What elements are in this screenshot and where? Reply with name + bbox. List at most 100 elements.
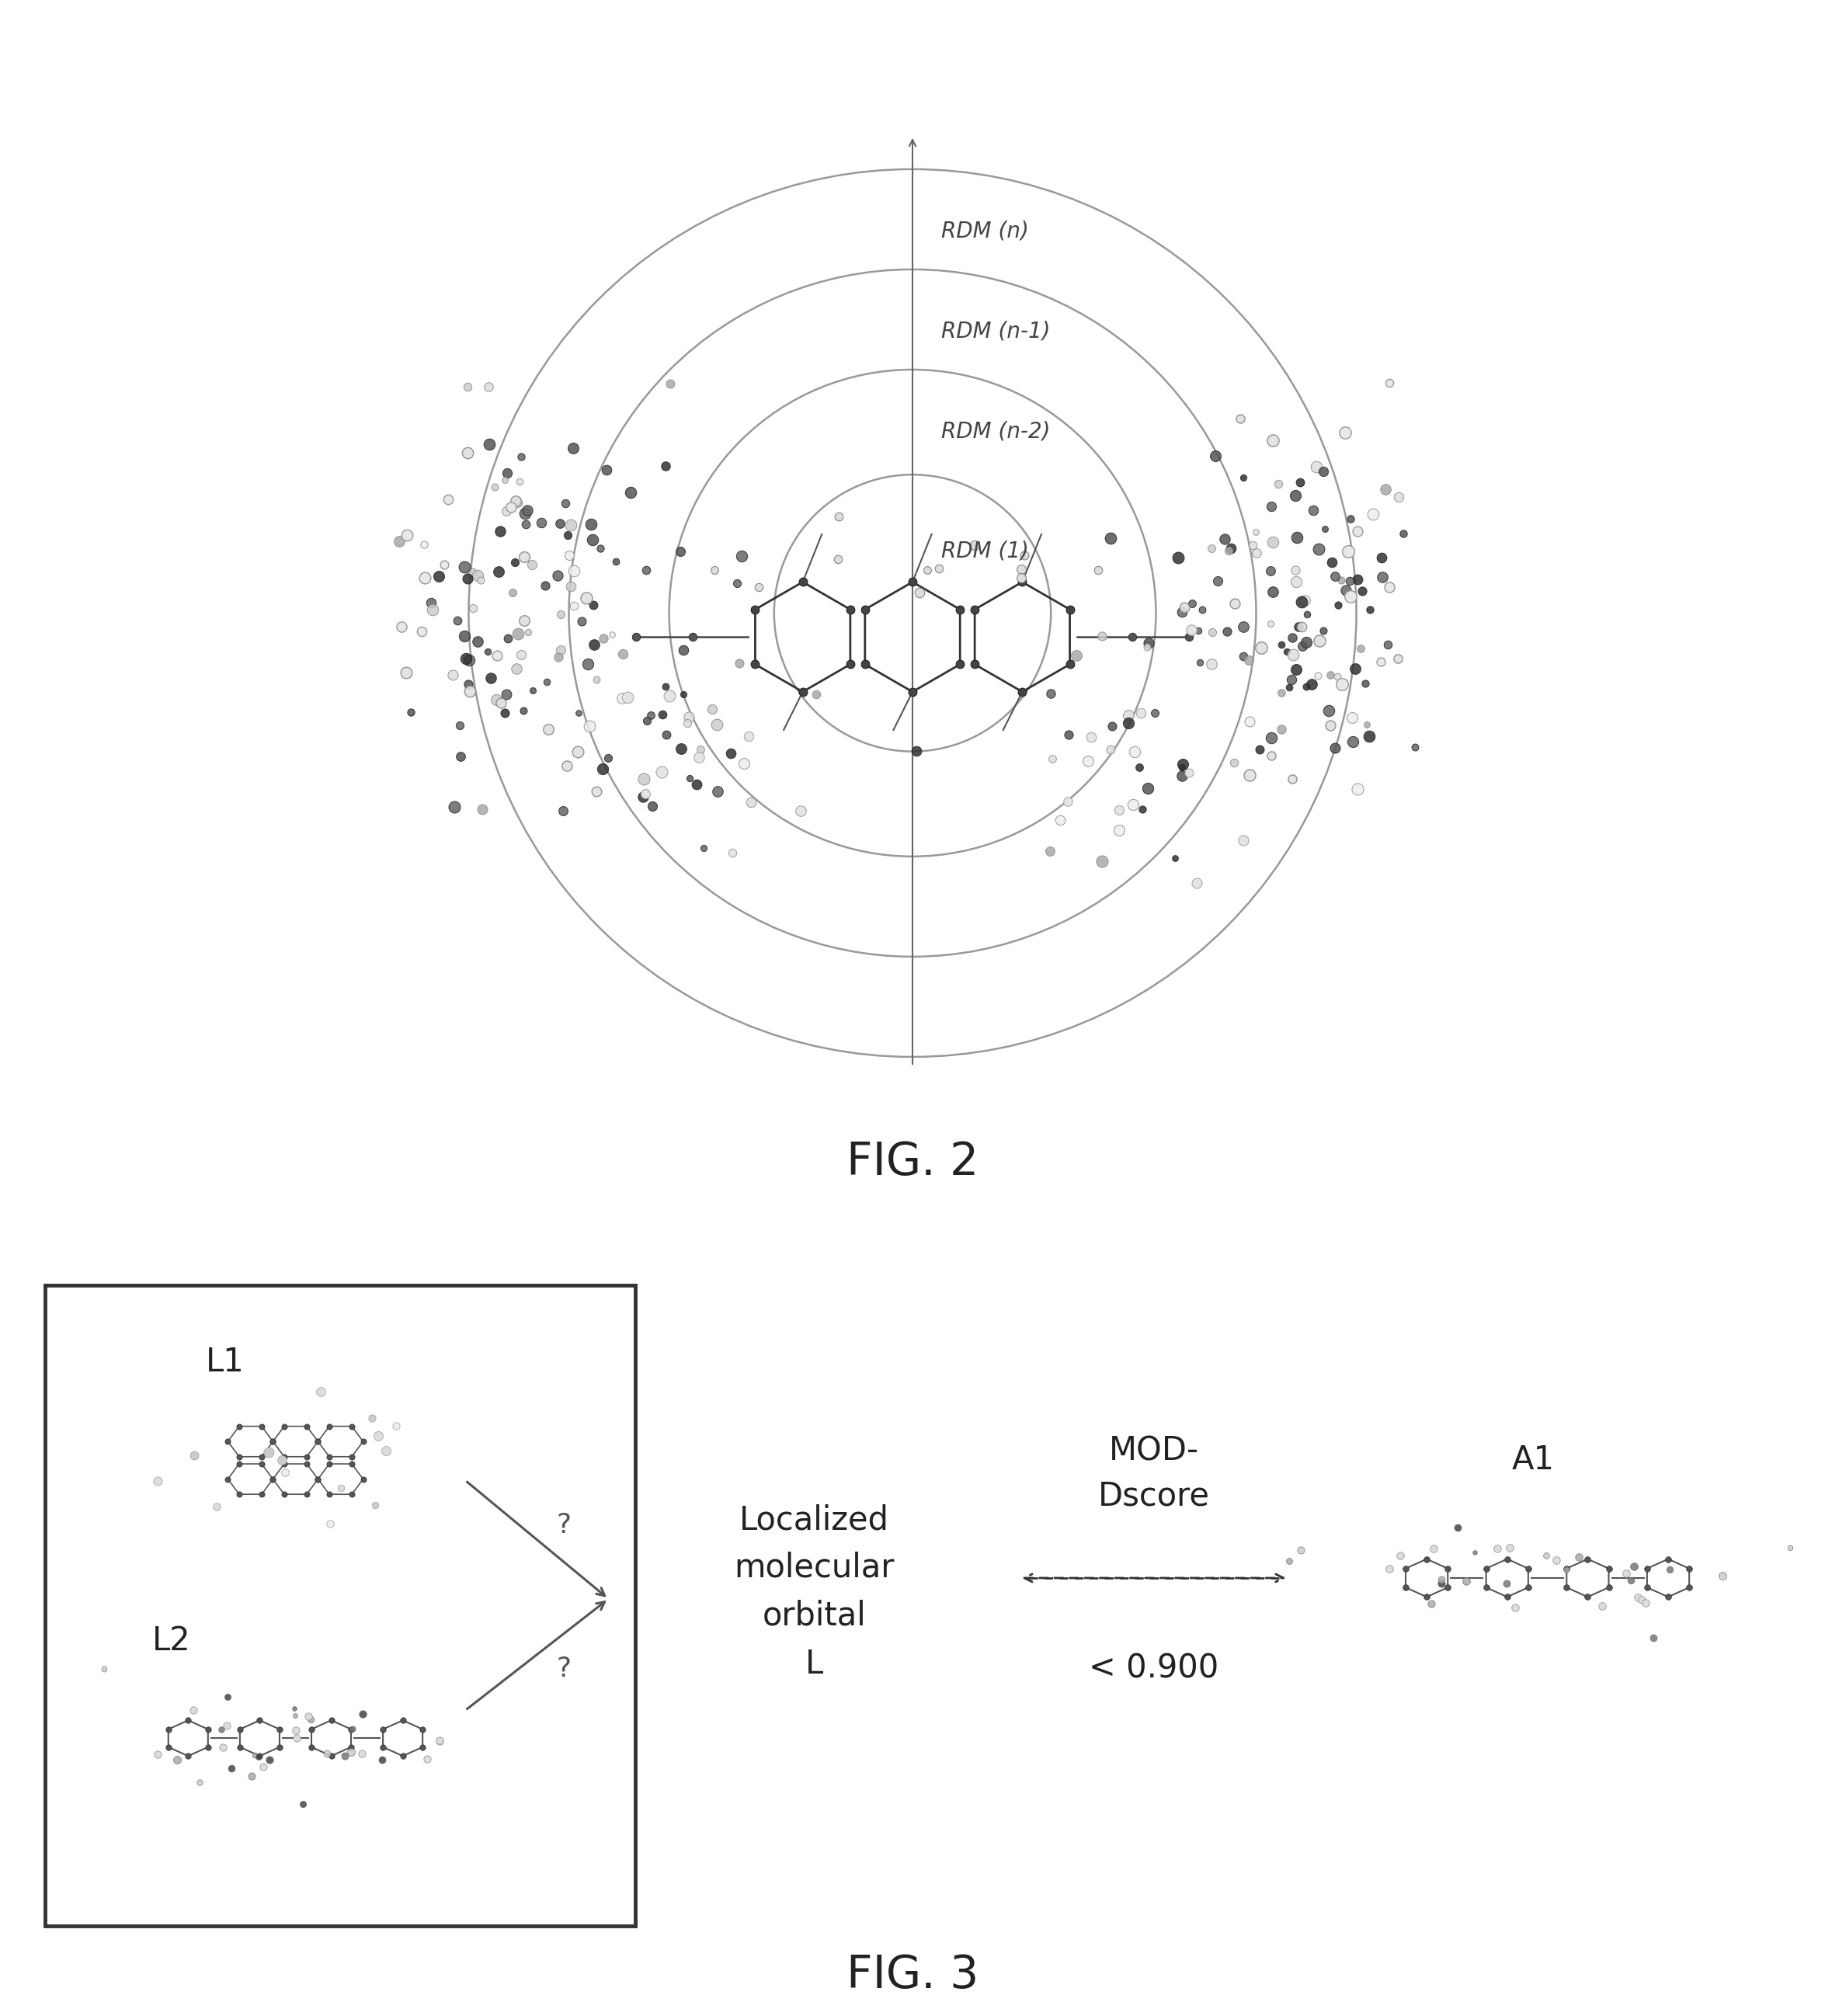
Point	[558, 431, 588, 464]
Point	[823, 542, 852, 575]
Point	[1168, 760, 1197, 792]
Point	[1175, 756, 1204, 788]
Point	[1632, 1587, 1661, 1619]
Point	[480, 472, 509, 504]
Point	[369, 1732, 398, 1764]
Point	[224, 1732, 254, 1764]
Point	[489, 464, 518, 496]
Point	[506, 466, 535, 498]
Text: MOD-
Dscore: MOD- Dscore	[1099, 1435, 1210, 1512]
Point	[1283, 611, 1312, 643]
Point	[502, 653, 531, 685]
Point	[1141, 698, 1170, 730]
Text: < 0.900: < 0.900	[1090, 1653, 1219, 1685]
Point	[445, 710, 474, 742]
Point	[442, 605, 471, 637]
Point	[330, 1740, 360, 1772]
Point	[1433, 1570, 1462, 1603]
Point	[582, 663, 611, 696]
Point	[245, 1740, 274, 1772]
Point	[1374, 1552, 1403, 1585]
Point	[1356, 593, 1385, 625]
Point	[425, 1724, 454, 1756]
Point	[358, 1403, 387, 1435]
Point	[1241, 536, 1270, 569]
Point	[314, 1441, 343, 1474]
Point	[1653, 1542, 1683, 1574]
Point	[1287, 611, 1316, 643]
Point	[1267, 629, 1296, 661]
Point	[153, 1732, 182, 1764]
Point	[675, 762, 704, 794]
Point	[1482, 1532, 1511, 1564]
Point	[500, 546, 529, 579]
Text: RDM (n-1): RDM (n-1)	[942, 321, 1049, 343]
Point	[1245, 734, 1274, 766]
Point	[1163, 540, 1192, 573]
Point	[1385, 1540, 1414, 1572]
Point	[464, 625, 493, 657]
Point	[1288, 631, 1318, 663]
Point	[1257, 490, 1287, 522]
Point	[1241, 516, 1270, 548]
Point	[248, 1750, 277, 1782]
Point	[573, 647, 602, 679]
Point	[557, 508, 586, 540]
Point	[686, 734, 715, 766]
Point	[259, 1425, 288, 1458]
Point	[246, 1441, 276, 1474]
Point	[555, 540, 584, 573]
Point	[338, 1736, 367, 1768]
Point	[1009, 538, 1038, 571]
Point	[1593, 1570, 1622, 1603]
Point	[608, 637, 637, 669]
Point	[502, 486, 531, 518]
Point	[1055, 718, 1084, 750]
Point	[381, 1409, 411, 1441]
Point	[385, 526, 414, 558]
Point	[179, 1439, 208, 1472]
Point	[516, 548, 546, 581]
Point	[270, 1458, 299, 1490]
Point	[1551, 1570, 1580, 1603]
Point	[1633, 1570, 1663, 1603]
Point	[193, 1732, 223, 1764]
Point	[445, 740, 474, 772]
Point	[349, 1464, 378, 1496]
Point	[1281, 564, 1310, 597]
Point	[670, 635, 699, 667]
Point	[726, 540, 756, 573]
Point	[1310, 512, 1340, 544]
Point	[1471, 1570, 1500, 1603]
Point	[1573, 1581, 1602, 1613]
Point	[1265, 468, 1294, 500]
Point	[1323, 661, 1352, 694]
Point	[372, 1433, 402, 1466]
Point	[214, 1464, 243, 1496]
Point	[1073, 746, 1102, 778]
Point	[1336, 502, 1365, 534]
Point	[1037, 677, 1066, 710]
Point	[314, 1409, 343, 1441]
Point	[296, 1704, 325, 1736]
Point	[1305, 625, 1334, 657]
Point	[224, 1447, 254, 1480]
Point	[292, 1441, 321, 1474]
Point	[1256, 607, 1285, 639]
Point	[224, 1714, 254, 1746]
Point	[1500, 1591, 1529, 1623]
Point	[1318, 546, 1347, 579]
Point	[600, 546, 630, 579]
Point	[617, 476, 646, 508]
Point	[307, 1375, 336, 1407]
Point	[1336, 564, 1365, 597]
Point	[1210, 522, 1239, 554]
Point	[1551, 1552, 1580, 1585]
Point	[438, 659, 467, 691]
Point	[912, 554, 942, 587]
Point	[544, 558, 573, 591]
Point	[1624, 1581, 1653, 1613]
Point	[723, 566, 752, 599]
Point	[1097, 734, 1126, 766]
Point	[1055, 593, 1084, 625]
